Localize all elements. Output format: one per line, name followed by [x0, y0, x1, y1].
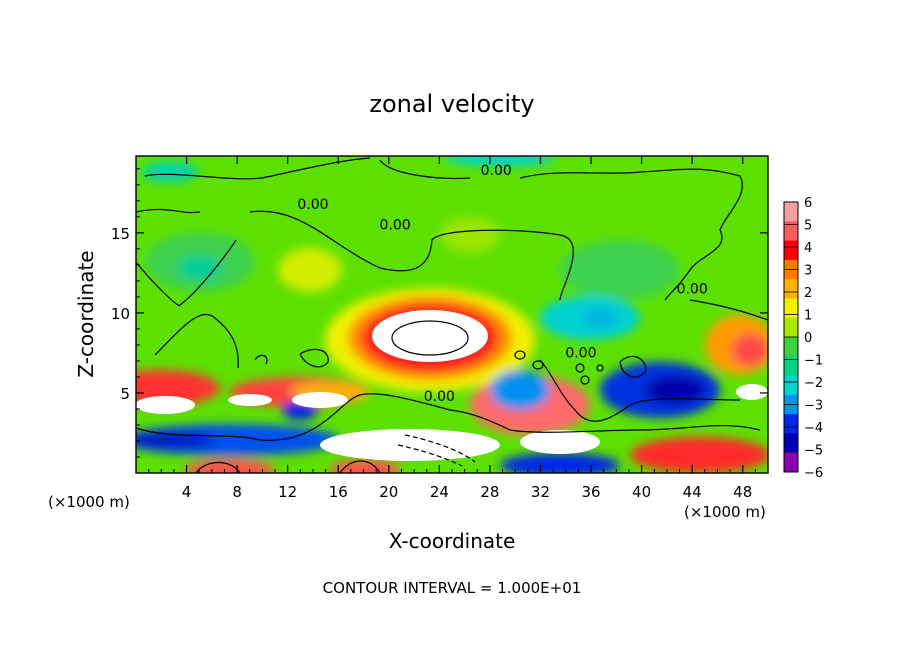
colorbar-swatch [784, 221, 798, 242]
contour-label: 0.00 [565, 346, 596, 362]
colorbar-swatch [784, 375, 798, 396]
contour-zero [689, 299, 768, 321]
x-tick-label: 16 [329, 483, 348, 501]
colorbar-swatch [784, 240, 798, 261]
colorbar-label: 6 [804, 196, 812, 211]
contour-small [575, 363, 585, 373]
white-region [320, 429, 500, 461]
colorbar-label: −5 [804, 444, 823, 459]
contour-zero [619, 355, 647, 378]
colorbar-swatch [784, 337, 798, 357]
field-blob [185, 460, 275, 473]
x-tick-label: 12 [278, 483, 297, 501]
y-axis-ticks: 5 10 15 [111, 168, 768, 458]
colorbar-label: 2 [804, 286, 812, 301]
x-tick-label: 20 [379, 483, 398, 501]
x-tick-label: 24 [430, 483, 449, 501]
contour-small [580, 375, 590, 385]
contour-small [532, 360, 544, 370]
field-blob [445, 156, 555, 166]
x-tick-label: 44 [683, 483, 702, 501]
field-blob [278, 248, 342, 292]
field-blob [560, 240, 680, 300]
x-unit-right: (×1000 m) [684, 503, 766, 521]
white-region [520, 430, 600, 454]
field-blob [500, 453, 620, 473]
colorbar-label: −3 [804, 399, 823, 414]
contour-zero [144, 157, 743, 301]
colorbar-label: 5 [804, 219, 812, 234]
contour-zero [136, 208, 574, 301]
y-axis-label: Z-coordinate [74, 250, 98, 377]
colorbar-swatch [784, 279, 798, 299]
colorbar-swatch [784, 414, 798, 434]
field-blob [490, 370, 550, 410]
contour-zero [136, 393, 761, 441]
white-jet-core [372, 310, 488, 362]
white-region [736, 384, 768, 400]
field-blob [330, 460, 400, 473]
x-tick-label: 8 [232, 483, 242, 501]
white-region [292, 392, 348, 408]
field-blob [440, 217, 500, 253]
contour-label: 0.00 [297, 197, 328, 213]
field-blob [630, 437, 768, 473]
colorbar: 6 5 4 3 2 1 0 −1 −2 −3 −4 −5 −6 [783, 196, 823, 481]
x-tick-label: 48 [733, 483, 752, 501]
colorbar-label: −2 [804, 376, 823, 391]
contour-jet-core [391, 320, 469, 356]
colorbar-label: −6 [804, 466, 823, 481]
x-tick-label: 36 [581, 483, 600, 501]
y-tick-label: 5 [120, 385, 130, 403]
colorbar-swatch [784, 433, 798, 454]
contour-label: 0.00 [380, 218, 411, 234]
velocity-field [136, 156, 768, 473]
colorbar-swatch [784, 202, 798, 222]
x-tick-label: 28 [480, 483, 499, 501]
plot-area [136, 156, 768, 473]
colorbar-swatch [784, 298, 798, 319]
contour-label: 0.00 [481, 163, 512, 179]
contour-interval-footer: CONTOUR INTERVAL = 1.000E+01 [323, 579, 582, 597]
x-axis-ticks: 4 8 12 16 20 24 28 32 36 40 44 48 [148, 156, 756, 501]
colorbar-swatch [784, 356, 798, 377]
colorbar-label: 4 [804, 241, 812, 256]
field-blob [582, 308, 618, 328]
contour-zero [154, 313, 329, 369]
contour-label: 0.00 [677, 282, 708, 298]
y-tick-label: 15 [111, 225, 130, 243]
x-tick-label: 40 [632, 483, 651, 501]
colorbar-swatch [784, 452, 798, 473]
field-blob [136, 432, 215, 448]
contour-labels: 0.00 0.00 0.00 0.00 0.00 0.00 [297, 163, 707, 405]
colorbar-label: −4 [804, 421, 823, 436]
colorbar-label: 0 [804, 331, 812, 346]
colorbar-label: −1 [804, 354, 823, 369]
chart-title: zonal velocity [369, 90, 534, 118]
contour-label: 0.00 [424, 389, 455, 405]
colorbar-label: 1 [804, 309, 812, 324]
contour-small [514, 350, 526, 360]
contour-small [596, 364, 604, 372]
contour-lines [136, 157, 768, 473]
contour-zero [539, 359, 741, 422]
contour-negative [397, 434, 476, 467]
white-region [136, 396, 195, 414]
x-axis-label: X-coordinate [389, 529, 516, 553]
field-blob [645, 376, 705, 404]
x-unit-left: (×1000 m) [48, 493, 130, 511]
x-tick-label: 4 [182, 483, 192, 501]
white-region [228, 394, 272, 406]
y-tick-label: 10 [111, 305, 130, 323]
contour-zero [136, 239, 237, 307]
x-tick-label: 32 [531, 483, 550, 501]
colorbar-label: 3 [804, 264, 812, 279]
field-blob [142, 162, 198, 182]
field-blob [136, 424, 340, 456]
field-blob [732, 334, 768, 366]
colorbar-swatch [784, 317, 798, 338]
